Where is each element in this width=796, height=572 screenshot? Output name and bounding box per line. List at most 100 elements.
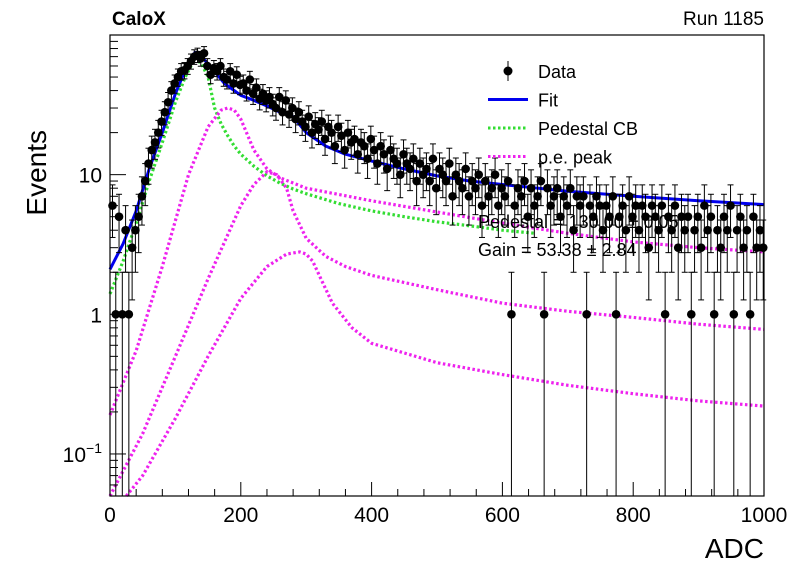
fit-gain-text: Gain = 53.38 ± 2.84 [478,240,637,260]
data-point [490,170,500,179]
data-point [252,83,261,92]
data-point [392,159,402,168]
data-point [503,176,513,186]
curve-p-e-peak-3 [108,106,765,416]
data-point [327,128,336,137]
data-point [588,212,598,221]
data-point [487,183,497,193]
data-point [677,212,686,221]
data-point [203,61,212,71]
data-point [337,131,346,141]
data-point [121,225,130,235]
data-point [657,201,667,210]
data-point [288,103,297,113]
data-point [752,243,761,252]
data-point [353,149,363,159]
data-point [448,191,457,201]
data-point [562,201,572,210]
data-point [127,243,137,252]
data-point [157,117,166,126]
y-tick-base: 10 [63,444,86,467]
data-point [598,225,608,235]
x-axis-ticks: 0 200 400 600 800 1000 [104,482,787,527]
data-point [539,310,549,319]
data-point [660,310,670,319]
data-point [222,75,232,84]
data-point [585,201,595,210]
data-point [317,117,327,126]
data-point [376,141,385,151]
data-point [464,191,474,201]
y-tick-label: 1 [90,304,102,327]
legend-label: Data [538,62,577,82]
data-point [379,149,389,159]
data-point [601,201,611,210]
x-tick-label: 200 [223,504,258,527]
data-point [229,79,238,88]
data-point [641,212,650,221]
data-point [736,212,745,221]
data-point [454,176,464,186]
x-axis-title: ADC [705,533,764,564]
data-point [216,61,225,71]
data-point [552,183,562,193]
data-point [700,201,709,210]
data-point [758,243,768,252]
data-point [160,107,170,117]
data-point [150,138,160,147]
data-point [343,128,353,137]
data-point [471,183,480,193]
data-point [716,243,726,252]
data-point [516,191,526,201]
data-point [634,225,644,235]
data-point [739,243,748,252]
data-point [742,225,752,235]
data-point [363,154,372,164]
data-point [530,201,539,210]
header-run-label: Run 1185 [683,9,764,30]
data-point [673,243,683,252]
data-point [500,191,510,201]
curve-fit-1 [108,50,765,270]
data-point [314,125,323,134]
legend-label: Pedestal CB [538,119,638,139]
y-tick-label: 10−1 [63,440,103,467]
fit-pedestal-text: Pedestal = 130.00 ± 0.05 [478,212,679,232]
header-experiment-label: CaloX [112,9,166,30]
data-point [575,201,585,210]
plot-frame [109,34,765,497]
data-point [422,164,431,174]
y-tick-label: 10 [79,165,102,188]
data-point [114,212,124,221]
y-axis-title: Events [21,130,52,216]
data-point [546,201,555,210]
data-point [284,110,294,119]
data-point [651,212,660,221]
data-point [366,134,376,144]
legend: Data Fit Pedestal CB p.e. peak [488,61,638,168]
data-point [726,201,735,210]
data-point [526,183,536,193]
data-point [520,176,529,186]
x-tick-label: 1000 [741,504,788,527]
data-point [631,201,640,210]
data-point [170,79,179,88]
data-point [144,159,153,168]
x-tick-label: 0 [104,504,116,527]
data-point [611,310,621,319]
data-point [258,89,268,98]
data-point [271,103,281,113]
data-point [713,225,722,235]
data-point [153,128,163,137]
curves-layer [108,50,765,498]
data-point [605,212,614,221]
data-point [428,154,438,164]
data-point [245,75,255,84]
y-tick-exponent: −1 [86,440,102,456]
data-point [566,183,575,193]
data-point [549,191,559,201]
data-point [445,159,454,168]
data-point [278,107,287,117]
curve-p-e-peak-5 [125,250,765,498]
curve-pedestal-cb-2 [108,56,536,295]
